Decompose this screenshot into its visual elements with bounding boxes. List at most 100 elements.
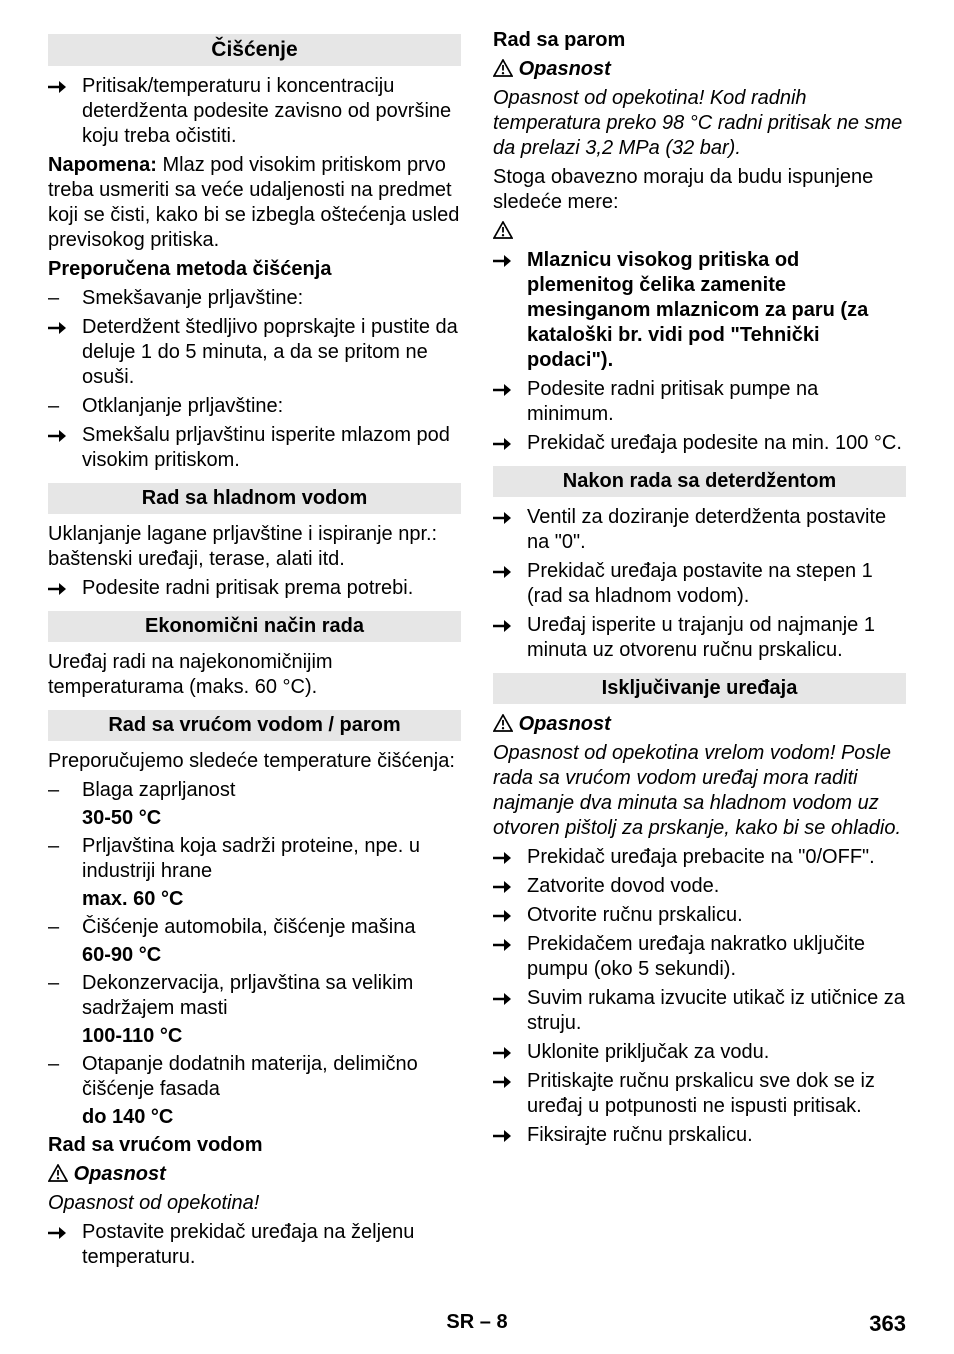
text: Suvim rukama izvucite utikač iz utičnice… (527, 987, 905, 1034)
text: Uklonite priključak za vodu. (527, 1041, 769, 1063)
arrow-icon (493, 1069, 521, 1094)
text: Pritisak/temperaturu i koncentraciju det… (82, 75, 451, 147)
dash-icon: – (48, 971, 76, 996)
list-item: Prekidačem uređaja nakratko uključite pu… (493, 932, 906, 982)
text: Prljavština koja sadrži proteine, npe. u… (82, 835, 420, 882)
list-item: Suvim rukama izvucite utikač iz utičnice… (493, 986, 906, 1036)
note-label: Napomena: (48, 154, 157, 176)
list-item: –Smekšavanje prljavštine: (48, 286, 461, 311)
arrow-icon (493, 431, 521, 456)
list-item: Uređaj isperite u trajanju od najmanje 1… (493, 613, 906, 663)
list-item: –Dekonzervacija, prljavština sa velikim … (48, 971, 461, 1021)
columns: Čišćenje Pritisak/temperaturu i koncentr… (48, 28, 906, 1274)
warning-text: Opasnost od opekotina! Kod radnih temper… (493, 86, 906, 161)
warning-text: Opasnost od opekotina! (48, 1191, 461, 1216)
arrow-icon (493, 1123, 521, 1148)
arrow-icon (493, 559, 521, 584)
list: Prekidač uređaja prebacite na "0/OFF". Z… (493, 845, 906, 1148)
list: Mlaznicu visokog pritiska od plemenitog … (493, 248, 906, 456)
arrow-icon (493, 248, 521, 273)
temperature-value: 100-110 °C (82, 1025, 461, 1048)
list-item: –Otklanjanje prljavštine: (48, 394, 461, 419)
list-item: Otvorite ručnu prskalicu. (493, 903, 906, 928)
list-item: –Blaga zaprljanost (48, 778, 461, 803)
arrow-icon (48, 1220, 76, 1245)
text: Čišćenje automobila, čišćenje mašina (82, 916, 416, 938)
text: Ventil za doziranje deterdženta postavit… (527, 506, 886, 553)
list: –Otapanje dodatnih materija, delimično č… (48, 1052, 461, 1102)
warning-line: Opasnost (48, 1162, 461, 1187)
heading-ekonomicni: Ekonomični način rada (48, 611, 461, 642)
list-item: Pritiskajte ručnu prskalicu sve dok se i… (493, 1069, 906, 1119)
list-item: –Prljavština koja sadrži proteine, npe. … (48, 834, 461, 884)
arrow-icon (48, 423, 76, 448)
list: Smekšalu prljavštinu isperite mlazom pod… (48, 423, 461, 473)
arrow-icon (48, 315, 76, 340)
dash-icon: – (48, 834, 76, 859)
warning-line: Opasnost (493, 712, 906, 737)
list-item: Pritisak/temperaturu i koncentraciju det… (48, 74, 461, 149)
text: Otapanje dodatnih materija, delimično či… (82, 1053, 418, 1100)
heading-hladna-voda: Rad sa hladnom vodom (48, 483, 461, 514)
temperature-value: 60-90 °C (82, 944, 461, 967)
warning-label-text: Opasnost (74, 1163, 166, 1185)
left-column: Čišćenje Pritisak/temperaturu i koncentr… (48, 28, 461, 1274)
list-item: Fiksirajte ručnu prskalicu. (493, 1123, 906, 1148)
warning-icon (493, 713, 513, 735)
paragraph: Preporučujemo sledeće temperature čišćen… (48, 749, 461, 774)
page-number: 363 (869, 1311, 906, 1337)
text: Blaga zaprljanost (82, 779, 235, 801)
list-item: –Čišćenje automobila, čišćenje mašina (48, 915, 461, 940)
warning-label: Opasnost (519, 713, 611, 735)
list-item: Prekidač uređaja prebacite na "0/OFF". (493, 845, 906, 870)
list-item: Postavite prekidač uređaja na željenu te… (48, 1220, 461, 1270)
text: Prekidač uređaja prebacite na "0/OFF". (527, 846, 875, 868)
paragraph: Uređaj radi na najekonomičnijim temperat… (48, 650, 461, 700)
text: Prekidač uređaja podesite na min. 100 °C… (527, 432, 902, 454)
list: –Blaga zaprljanost (48, 778, 461, 803)
text: Prekidač uređaja postavite na stepen 1 (… (527, 560, 873, 607)
list-item: Deterdžent štedljivo poprskajte i pustit… (48, 315, 461, 390)
list-item: Smekšalu prljavštinu isperite mlazom pod… (48, 423, 461, 473)
arrow-icon (493, 903, 521, 928)
list-item: Uklonite priključak za vodu. (493, 1040, 906, 1065)
heading-vruca-voda-para: Rad sa vrućom vodom / parom (48, 710, 461, 741)
text: Dekonzervacija, prljavština sa velikim s… (82, 972, 413, 1019)
warning-label: Opasnost (519, 58, 611, 80)
list: Deterdžent štedljivo poprskajte i pustit… (48, 315, 461, 390)
list: Pritisak/temperaturu i koncentraciju det… (48, 74, 461, 149)
warning-line: Opasnost (493, 57, 906, 82)
text: Postavite prekidač uređaja na željenu te… (82, 1221, 414, 1268)
list: –Prljavština koja sadrži proteine, npe. … (48, 834, 461, 884)
subheading-para: Rad sa parom (493, 28, 906, 53)
list: –Smekšavanje prljavštine: (48, 286, 461, 311)
right-column: Rad sa parom Opasnost Opasnost od opekot… (493, 28, 906, 1274)
list-item: –Otapanje dodatnih materija, delimično č… (48, 1052, 461, 1102)
list-item: Prekidač uređaja podesite na min. 100 °C… (493, 431, 906, 456)
text: Zatvorite dovod vode. (527, 875, 719, 897)
note-paragraph: Napomena: Mlaz pod visokim pritiskom prv… (48, 153, 461, 253)
dash-icon: – (48, 778, 76, 803)
arrow-icon (493, 874, 521, 899)
text: Podesite radni pritisak prema potrebi. (82, 577, 413, 599)
warning-icon-standalone (493, 219, 906, 244)
list-item: Mlaznicu visokog pritiska od plemenitog … (493, 248, 906, 373)
list-item: Zatvorite dovod vode. (493, 874, 906, 899)
warning-text: Opasnost od opekotina vrelom vodom! Posl… (493, 741, 906, 841)
list-item: Podesite radni pritisak pumpe na minimum… (493, 377, 906, 427)
dash-icon: – (48, 286, 76, 311)
arrow-icon (493, 505, 521, 530)
arrow-icon (493, 613, 521, 638)
heading-nakon-deterdzenta: Nakon rada sa deterdžentom (493, 466, 906, 497)
text: Podesite radni pritisak pumpe na minimum… (527, 378, 818, 425)
dash-icon: – (48, 394, 76, 419)
list: Ventil za doziranje deterdženta postavit… (493, 505, 906, 663)
arrow-icon (48, 576, 76, 601)
text: Pritiskajte ručnu prskalicu sve dok se i… (527, 1070, 875, 1117)
text: Smekšalu prljavštinu isperite mlazom pod… (82, 424, 450, 471)
paragraph: Stoga obavezno moraju da budu ispunjene … (493, 165, 906, 215)
arrow-icon (493, 377, 521, 402)
arrow-icon (493, 986, 521, 1011)
paragraph: Uklanjanje lagane prljavštine i ispiranj… (48, 522, 461, 572)
arrow-icon (48, 74, 76, 99)
